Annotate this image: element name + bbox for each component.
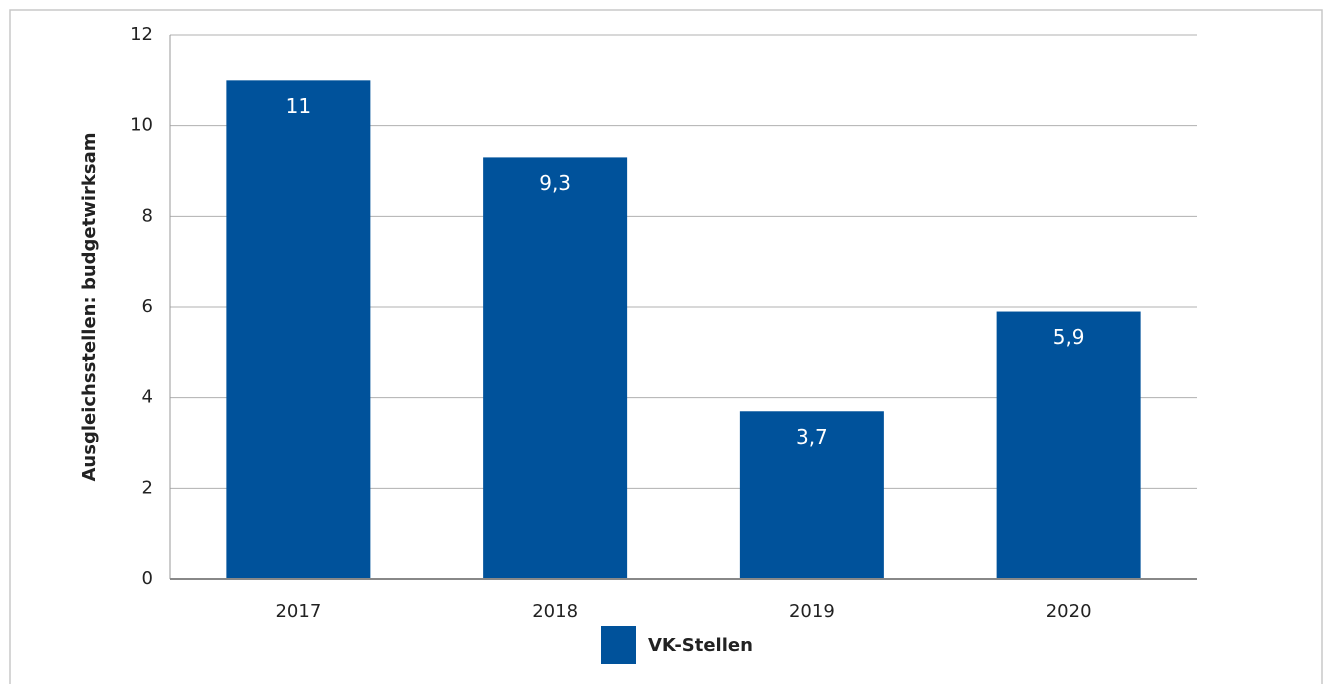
value-label: 9,3 bbox=[539, 171, 571, 195]
y-tick-label: 6 bbox=[142, 296, 153, 317]
bar bbox=[483, 157, 628, 579]
x-tick-label: 2017 bbox=[275, 601, 321, 622]
legend-swatch bbox=[601, 626, 636, 664]
x-tick-label: 2019 bbox=[789, 601, 835, 622]
bar bbox=[996, 311, 1141, 579]
y-tick-label: 10 bbox=[130, 115, 153, 136]
bar bbox=[226, 80, 371, 579]
legend-label: VK-Stellen bbox=[648, 635, 753, 656]
bar bbox=[739, 411, 884, 579]
y-tick-label: 2 bbox=[142, 477, 153, 498]
value-label: 3,7 bbox=[796, 425, 828, 449]
x-tick-label: 2020 bbox=[1046, 601, 1092, 622]
frame bbox=[9, 9, 1323, 684]
y-tick-label: 8 bbox=[142, 205, 153, 226]
y-tick-label: 12 bbox=[130, 24, 153, 45]
x-tick-label: 2018 bbox=[532, 601, 578, 622]
y-axis-label: Ausgleichsstellen: budgetwirksam bbox=[79, 133, 100, 482]
y-tick-label: 4 bbox=[142, 387, 153, 408]
value-label: 5,9 bbox=[1053, 325, 1085, 349]
y-tick-label: 0 bbox=[142, 568, 153, 589]
value-label: 11 bbox=[286, 94, 311, 118]
